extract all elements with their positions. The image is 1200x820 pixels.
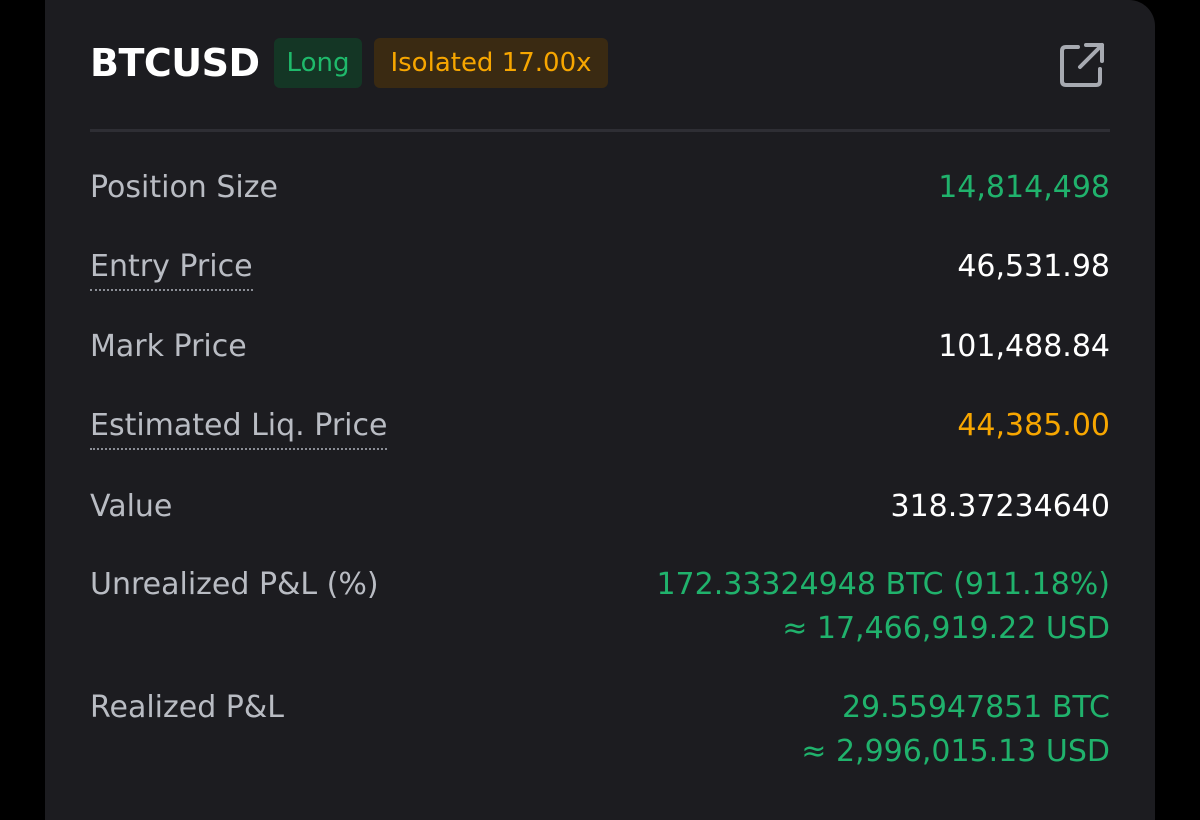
value-label: Value (90, 489, 173, 524)
position-header: BTCUSD Long Isolated 17.00x (90, 38, 620, 88)
position-card (45, 0, 1155, 820)
position-size-label: Position Size (90, 170, 278, 205)
symbol-title[interactable]: BTCUSD (90, 41, 260, 85)
unrealized-pnl-label: Unrealized P&L (%) (90, 567, 379, 602)
margin-mode-badge[interactable]: Isolated 17.00x (374, 38, 608, 88)
header-divider (90, 129, 1110, 132)
realized-pnl-usd: ≈ 2,996,015.13 USD (801, 734, 1110, 769)
unrealized-pnl-usd: ≈ 17,466,919.22 USD (782, 611, 1110, 646)
realized-pnl-value: 29.55947851 BTC (841, 690, 1110, 725)
side-badge: Long (273, 38, 363, 88)
position-size-value: 14,814,498 (938, 170, 1110, 205)
mark-price-value: 101,488.84 (938, 329, 1110, 364)
entry-price-label[interactable]: Entry Price (90, 247, 253, 291)
realized-pnl-label: Realized P&L (90, 690, 284, 725)
value-amount: 318.37234640 (890, 489, 1111, 524)
unrealized-pnl-value: 172.33324948 BTC (911.18%) (656, 567, 1110, 602)
share-external-icon[interactable] (1058, 41, 1106, 89)
liq-price-label[interactable]: Estimated Liq. Price (90, 406, 388, 450)
liq-price-value: 44,385.00 (957, 408, 1110, 443)
mark-price-label: Mark Price (90, 329, 247, 364)
entry-price-value: 46,531.98 (957, 249, 1110, 284)
